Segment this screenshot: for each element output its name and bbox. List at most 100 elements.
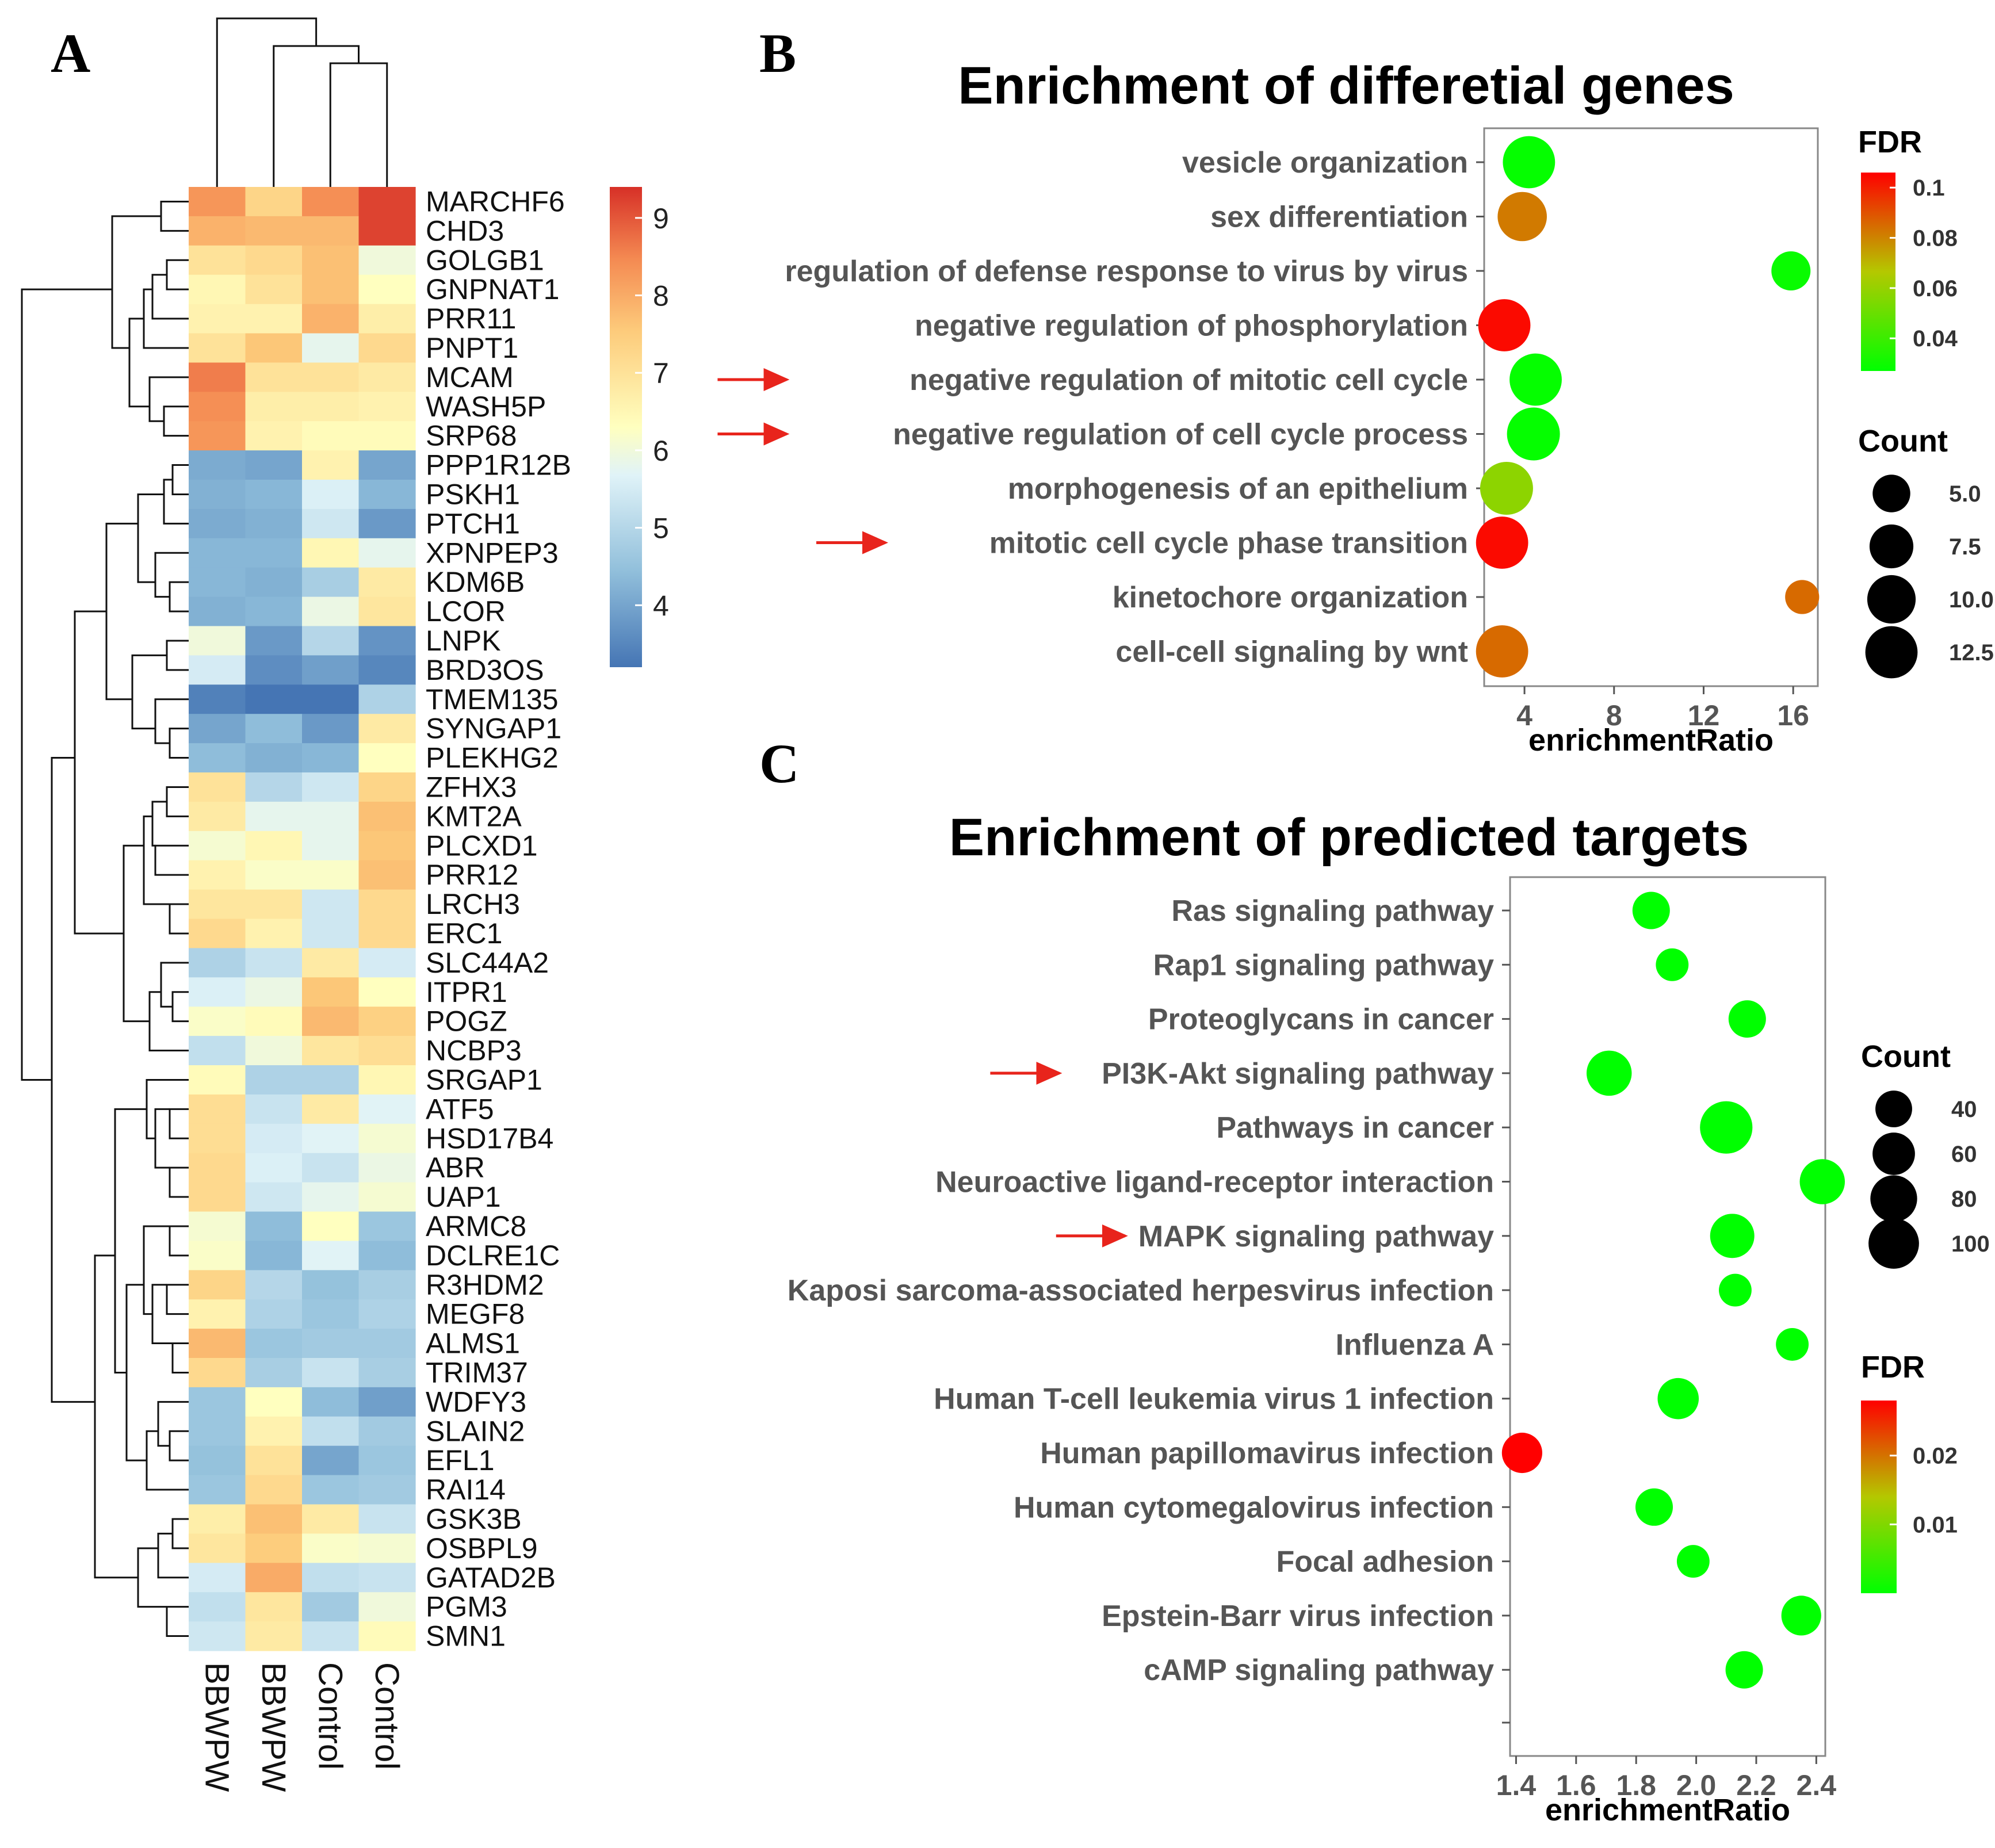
row-dendrogram-branch — [105, 522, 138, 701]
heatmap-cell — [189, 245, 246, 276]
heatmap-cell — [189, 655, 246, 685]
heatmap-cell — [245, 508, 303, 539]
row-dendrogram-branch — [166, 1284, 189, 1315]
heatmap-cell — [358, 1445, 416, 1476]
heatmap-cell — [302, 860, 360, 890]
data-point — [1799, 1159, 1845, 1204]
panel-letter-a: A — [51, 22, 90, 84]
heatmap-cell — [245, 1123, 303, 1154]
term-label: Human cytomegalovirus infection — [1014, 1491, 1494, 1524]
heatmap-cell — [358, 392, 416, 422]
gene-label: PLEKHG2 — [426, 742, 559, 774]
heatmap-cells — [189, 187, 416, 1651]
heatmap-cell — [358, 714, 416, 744]
heatmap-cell — [358, 216, 416, 246]
term-label: kinetochore organization — [1113, 581, 1468, 614]
x-ticks-b: 4 8 12 16 — [1516, 686, 1809, 732]
term-label: MAPK signaling pathway — [1138, 1220, 1494, 1253]
heatmap-cell — [189, 1211, 246, 1241]
term-label: negative regulation of cell cycle proces… — [893, 418, 1468, 452]
term-labels-b: vesicle organization sex differentiation r… — [717, 146, 1484, 669]
heatmap-cell — [302, 714, 360, 744]
row-dendrogram-branch — [74, 610, 124, 935]
data-point — [1725, 1651, 1763, 1689]
x-tick-label: 16 — [1777, 699, 1809, 732]
count-legend-label: 12.5 — [1949, 640, 1994, 665]
data-point — [1501, 1432, 1542, 1474]
gene-label: TRIM37 — [426, 1356, 528, 1388]
heatmap-cell — [245, 1358, 303, 1388]
heatmap-cell — [189, 772, 246, 802]
heatmap-cell — [302, 743, 360, 773]
gene-label: PRR12 — [426, 859, 518, 891]
heatmap-cell — [358, 1621, 416, 1651]
heatmap-cell — [358, 1504, 416, 1534]
gene-label: TMEM135 — [426, 683, 559, 716]
heatmap-cell — [302, 1563, 360, 1593]
heatmap-cell — [302, 948, 360, 978]
heatmap-cell — [189, 1387, 246, 1417]
heatmap-cell — [358, 1182, 416, 1212]
gene-label: PPP1R12B — [426, 449, 571, 481]
gene-label: GOLGB1 — [426, 244, 544, 276]
sample-label: Control — [368, 1662, 406, 1770]
data-point — [1785, 580, 1820, 614]
heatmap-cell — [302, 1416, 360, 1447]
heatmap-cell — [302, 801, 360, 832]
heatmap-cell — [302, 1387, 360, 1417]
heatmap-cell — [358, 1563, 416, 1593]
heatmap-cell — [302, 1065, 360, 1095]
row-dendrogram-branch — [171, 1342, 189, 1373]
fdr-tick-label: 0.1 — [1913, 175, 1945, 201]
row-dendrogram-branch — [94, 1254, 138, 1579]
row-dendrogram-branch — [128, 317, 150, 408]
gene-label: WASH5P — [426, 391, 546, 423]
panel-letter-c: C — [759, 733, 799, 794]
heatmap-cell — [189, 743, 246, 773]
row-dendrogram-branch — [169, 1430, 189, 1461]
heatmap-cell — [189, 860, 246, 890]
x-tick-label: 1.4 — [1496, 1769, 1537, 1801]
heatmap-cell — [358, 480, 416, 510]
heatmap-cell — [245, 1563, 303, 1593]
gene-label: POGZ — [426, 1005, 507, 1038]
row-dendrogram-branch — [157, 1532, 189, 1579]
heatmap-cell — [302, 1533, 360, 1563]
data-point — [1509, 353, 1562, 406]
heatmap-cell — [189, 626, 246, 656]
count-legend-b: 5.0 7.5 10.0 12.5 — [1865, 475, 1994, 679]
row-dendrogram-branch — [171, 464, 189, 495]
count-legend-label: 80 — [1951, 1187, 1977, 1212]
heatmap-cell — [189, 274, 246, 305]
heatmap-cell — [302, 1270, 360, 1300]
gene-label: PGM3 — [426, 1591, 507, 1623]
gene-label: ARMC8 — [426, 1210, 526, 1242]
heatmap-cell — [189, 480, 246, 510]
heatmap-cell — [189, 362, 246, 392]
heatmap-cell — [358, 743, 416, 773]
data-point — [1728, 1000, 1766, 1038]
heatmap-cell — [245, 714, 303, 744]
heatmap-cell — [358, 508, 416, 539]
heatmap-cell — [302, 480, 360, 510]
heatmap-cell — [302, 362, 360, 392]
sample-label: Control — [311, 1662, 349, 1770]
row-dendrogram-branch — [166, 786, 189, 817]
data-point — [1586, 1050, 1632, 1096]
colorbar-tick-label: 7 — [653, 357, 669, 389]
heatmap-cell — [189, 1563, 246, 1593]
heatmap-cell — [358, 1592, 416, 1622]
heatmap-cell — [302, 1123, 360, 1154]
row-dendrogram-branch — [160, 962, 189, 1008]
row-dendrogram-branch — [166, 259, 189, 290]
gene-label: PSKH1 — [426, 478, 520, 510]
heatmap-cell — [245, 655, 303, 685]
row-dendrogram-branch — [21, 288, 112, 1081]
heatmap-cell — [358, 1533, 416, 1563]
heatmap-cell — [189, 450, 246, 480]
gene-label: LRCH3 — [426, 888, 520, 920]
heatmap-cell — [358, 187, 416, 217]
term-label: morphogenesis of an epithelium — [1008, 472, 1468, 506]
heatmap-cell — [189, 1533, 246, 1563]
gene-label: RAI14 — [426, 1474, 506, 1506]
